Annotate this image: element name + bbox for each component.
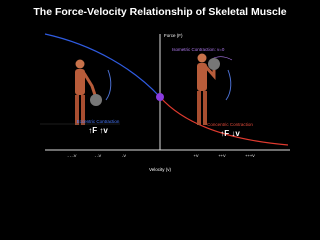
isometric-point [156, 93, 164, 101]
concentric-label: Concentric Contraction [207, 122, 253, 127]
isometric-label: Isometric Contraction: v=0 [172, 47, 225, 52]
x-ticks: - - -V - -V -V +V ++V +++V [68, 153, 256, 158]
x-axis-label: Velocity (v) [149, 167, 172, 172]
x-tick-label: - -V [95, 153, 102, 158]
x-tick-label: +++V [245, 153, 255, 158]
concentric-figure [197, 53, 232, 125]
eccentric-label: Eccentric Contraction [77, 119, 120, 124]
slide: The Force-Velocity Relationship of Skele… [33, 5, 290, 173]
title: The Force-Velocity Relationship of Skele… [33, 6, 286, 18]
x-tick-label: ++V [218, 153, 226, 158]
y-axis-label: Force (F) [164, 33, 183, 38]
x-tick-label: -V [122, 153, 126, 158]
concentric-symbol: ↑F ↓v [220, 129, 240, 138]
eccentric-curve [44, 33, 161, 98]
x-tick-label: - - -V [68, 153, 77, 158]
eccentric-symbol: ↑F ↑v [88, 126, 108, 135]
concentric-curve [159, 96, 289, 146]
x-tick-label: +V [193, 153, 198, 158]
eccentric-figure [40, 59, 120, 125]
